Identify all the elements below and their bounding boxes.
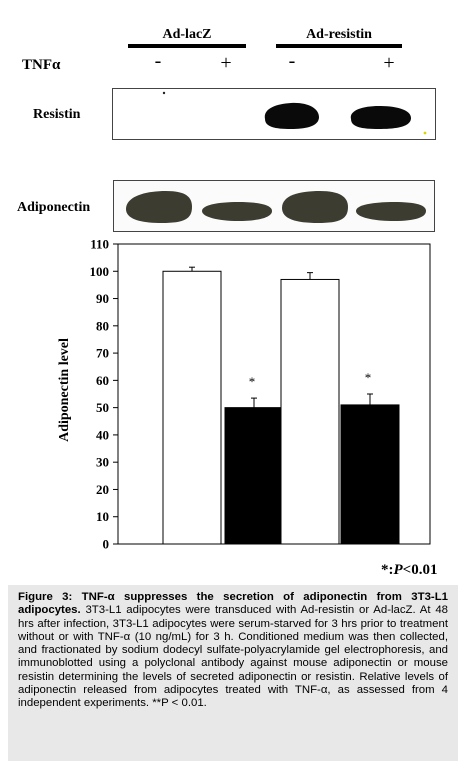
treatment-label: TNFα — [22, 57, 61, 73]
bar-2 — [224, 407, 284, 545]
blot-resistin-band-4 — [350, 106, 411, 129]
y-tick-label-0: 0 — [103, 537, 110, 552]
treatment-sign-2: + — [220, 52, 232, 74]
group-bar-ad-resistin — [276, 44, 402, 48]
blot-adiponectin-band-2 — [202, 202, 272, 221]
y-tick-label-10: 10 — [96, 509, 109, 524]
blot-resistin-image — [162, 91, 427, 135]
y-axis-title: Adiponectin level — [57, 338, 72, 442]
blot-adiponectin-band-3 — [282, 191, 348, 223]
blot-adiponectin-band-4 — [356, 202, 426, 221]
bar-1 — [162, 270, 222, 545]
bar-4 — [340, 404, 400, 545]
blot-adiponectin — [113, 180, 435, 232]
significance-marker-2: * — [249, 374, 256, 389]
figure-caption: Figure 3: TNF-α suppresses the secretion… — [8, 585, 458, 761]
blot-adiponectin-image — [114, 181, 434, 231]
chart-plot-area: 0 10 20 30 40 50 60 70 80 90 100 110 * * — [90, 237, 431, 552]
blot-adiponectin-band-1 — [126, 191, 192, 223]
blot-resistin-speck-2 — [423, 131, 427, 135]
significance-marker-4: * — [365, 370, 372, 385]
y-tick-label-80: 80 — [96, 318, 109, 333]
significance-note-p: P — [393, 562, 403, 578]
significance-note-suffix: <0.01 — [402, 562, 438, 578]
blot-resistin-band-3 — [264, 102, 319, 129]
y-tick-label-60: 60 — [96, 373, 109, 388]
y-tick-label-70: 70 — [96, 346, 109, 361]
caption-title: Figure 3: TNF-α suppresses the secretion… — [18, 591, 448, 617]
blot-label-resistin: Resistin — [33, 107, 81, 122]
significance-note: *:P<0.01 — [381, 562, 437, 579]
bar-chart: 0 10 20 30 40 50 60 70 80 90 100 110 * * Adiponectin … — [57, 237, 431, 552]
y-tick-label-100: 100 — [90, 264, 110, 279]
y-tick-label-90: 90 — [96, 291, 109, 306]
group-label-ad-lacz: Ad-lacZ — [162, 27, 212, 42]
caption-body: 3T3-L1 adipocytes were transduced with A… — [18, 604, 448, 710]
y-tick-label-110: 110 — [90, 237, 109, 252]
y-tick-label-30: 30 — [96, 455, 109, 470]
y-tick-label-40: 40 — [96, 427, 109, 442]
blot-resistin-speck — [162, 91, 166, 95]
blot-label-adiponectin: Adiponectin — [17, 200, 91, 215]
treatment-sign-3: - — [288, 50, 296, 72]
treatment-sign-1: - — [154, 50, 162, 72]
significance-note-prefix: *: — [381, 562, 394, 578]
treatment-sign-4: + — [383, 52, 395, 74]
y-tick-label-50: 50 — [96, 400, 109, 415]
blot-resistin — [112, 88, 436, 140]
group-label-ad-resistin: Ad-resistin — [306, 27, 372, 42]
y-tick-label-20: 20 — [96, 482, 109, 497]
bar-3 — [280, 278, 340, 545]
group-bar-ad-lacz — [128, 44, 246, 48]
